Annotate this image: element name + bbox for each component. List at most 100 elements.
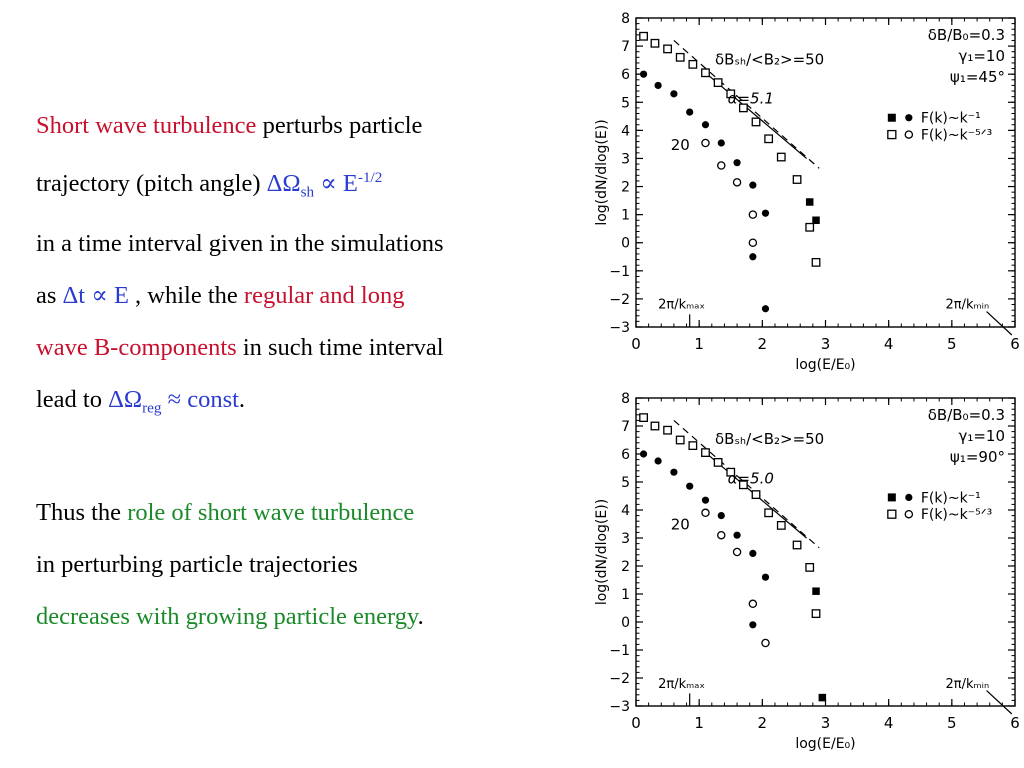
paragraph-gap [36, 435, 616, 487]
y-tick-label: 2 [621, 559, 630, 575]
kmin-marker [986, 311, 1013, 336]
text-segment: as [36, 282, 63, 310]
text-segment: perturbs particle [256, 112, 423, 139]
y-axis-label: log(dN/dlog(E)) [594, 119, 610, 225]
data-point-open-square [713, 458, 723, 467]
annotation-alpha: α=5.1 [728, 90, 774, 108]
legend-filled-circle [905, 493, 913, 501]
math-relation: ∝ E [314, 170, 358, 198]
legend-filled-square [887, 493, 896, 502]
parameter-label: δB/B₀=0.3 [928, 406, 1005, 424]
y-tick-label: 2 [621, 180, 630, 196]
parameter-label: γ₁=10 [958, 47, 1005, 65]
annotation-kmin: 2π/kₘᵢₙ [946, 677, 990, 692]
text-line-4: as Δt ∝ E , while the regular and long [36, 270, 616, 322]
data-point-open-square [805, 562, 815, 572]
y-tick-label: 0 [621, 236, 630, 252]
annotation-kmin: 2π/kₘᵢₙ [946, 298, 990, 313]
math-symbol: ΔΩ [108, 386, 143, 414]
parameter-label: ψ₁=90° [950, 448, 1005, 466]
text-line-6: lead to ΔΩreg ≈ const. [36, 374, 616, 434]
x-axis-label: log(E/E₀) [795, 357, 855, 373]
y-tick-label: 3 [621, 531, 630, 547]
data-point-filled-square [818, 693, 827, 702]
y-tick-label: 3 [621, 151, 630, 167]
x-tick-label: 3 [821, 335, 831, 353]
data-point-open-square [738, 480, 748, 490]
data-point-filled-circle [749, 253, 757, 261]
data-point-filled-circle [686, 482, 694, 490]
annotation-kmax: 2π/kₘₐₓ [658, 298, 705, 313]
text-line-7: Thus the role of short wave turbulence [36, 487, 616, 539]
data-point-open-circle [748, 599, 758, 609]
legend-open-square [887, 509, 897, 519]
explanation-text: Short wave turbulence perturbs particle … [36, 100, 616, 643]
parameter-label: δB/B₀=0.3 [928, 26, 1005, 44]
text-line-3: in a time interval given in the simulati… [36, 230, 444, 258]
data-point-open-circle [748, 210, 758, 219]
text-decreases: decreases with growing particle energy [36, 602, 418, 630]
x-axis-label: log(E/E₀) [795, 736, 855, 752]
data-point-open-square [764, 134, 774, 144]
text-segment: in such time interval [236, 334, 444, 362]
data-point-open-square [663, 44, 672, 54]
data-point-open-square [726, 467, 736, 477]
data-point-open-circle [732, 547, 742, 557]
data-point-open-square [811, 609, 821, 619]
y-tick-label: 1 [621, 208, 630, 224]
y-tick-label: −1 [609, 264, 630, 280]
legend-label: F(k)~k⁻¹ [921, 111, 981, 127]
annotation-ratio: δBₛₕ/<B₂>=50 [715, 50, 824, 68]
delta-omega-sh: ΔΩsh ∝ E-1/2 [266, 169, 383, 200]
data-point-open-square [776, 152, 786, 162]
x-tick-label: 1 [694, 335, 704, 353]
legend-filled-circle [905, 114, 913, 122]
y-tick-label: −2 [609, 671, 630, 687]
y-axis-label: log(dN/dlog(E)) [594, 499, 610, 605]
y-tick-label: −1 [609, 643, 630, 659]
y-tick-label: 8 [621, 11, 630, 27]
data-point-open-square [811, 257, 821, 267]
chart-bottom: 0 1 2 3 4 5 6 −3 −2 −1 0 1 2 3 4 5 6 7 8 log(E/E₀) log(dN/dl… [594, 391, 1020, 752]
data-point-filled-circle [670, 90, 678, 98]
data-point-open-square [675, 52, 685, 62]
data-point-open-square [650, 421, 660, 431]
y-tick-label: 7 [621, 39, 630, 55]
data-point-open-square [792, 175, 802, 184]
y-tick-label: 4 [621, 503, 630, 519]
chart-top: 0 1 2 3 4 5 6 −3 −2 −1 0 1 2 3 4 5 6 7 8 log(E/E₀) log(dN/dl… [594, 11, 1020, 373]
data-point-open-circle [717, 161, 726, 170]
data-point-open-square [663, 425, 672, 435]
fit-line-solid [705, 72, 807, 159]
text-line-8: in perturbing particle trajectories [36, 550, 358, 578]
legend-label: F(k)~k⁻¹ [921, 490, 981, 506]
data-point-filled-circle [749, 549, 757, 557]
parameter-label: ψ₁=45° [950, 68, 1005, 86]
x-tick-label: 2 [758, 714, 768, 732]
data-point-filled-circle [761, 209, 770, 217]
data-point-filled-circle [761, 305, 770, 313]
x-tick-label: 6 [1010, 714, 1020, 732]
text-line-2: trajectory (pitch angle) ΔΩsh ∝ E-1/2 [36, 152, 616, 218]
math-symbol: ΔΩ [266, 170, 301, 198]
y-tick-label: 5 [621, 95, 630, 111]
text-segment: . [238, 386, 246, 414]
x-tick-label: 0 [631, 714, 641, 732]
math-relation: ≈ const [161, 386, 239, 414]
data-point-filled-circle [749, 181, 757, 189]
y-tick-label: 4 [621, 123, 630, 139]
kmin-marker [986, 690, 1013, 715]
x-tick-label: 4 [884, 335, 894, 353]
x-tick-label: 6 [1010, 335, 1020, 353]
y-tick-label: 6 [621, 67, 630, 83]
legend-open-circle [904, 509, 914, 519]
data-point-open-square [751, 490, 761, 499]
legend-open-circle [904, 130, 914, 139]
data-point-open-circle [701, 508, 710, 518]
data-point-open-square [805, 222, 815, 232]
data-point-open-circle [761, 638, 770, 648]
data-point-filled-circle [733, 531, 741, 539]
data-point-open-square [675, 435, 685, 445]
data-point-open-square [764, 508, 774, 518]
text-regular-long: regular and long [243, 282, 405, 310]
